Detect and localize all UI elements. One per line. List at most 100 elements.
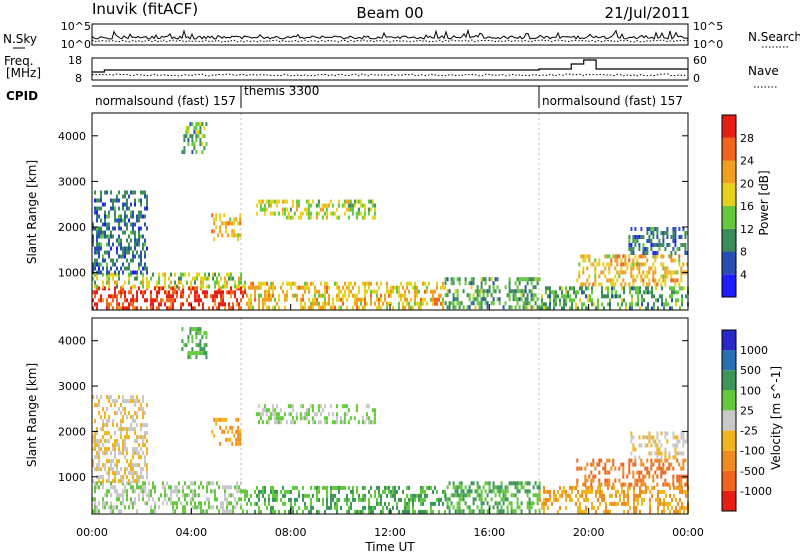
velocity-cell xyxy=(365,416,368,421)
velocity-cell xyxy=(599,485,601,490)
power-cell xyxy=(265,207,268,212)
power-cell xyxy=(305,211,308,216)
velocity-cell xyxy=(426,493,428,498)
velocity-cell xyxy=(226,509,228,514)
power-cell xyxy=(200,280,202,285)
power-cell xyxy=(120,306,122,311)
velocity-cell xyxy=(279,420,282,425)
velocity-cell xyxy=(500,509,503,514)
velocity-cell xyxy=(120,435,122,440)
power-cell xyxy=(246,293,248,298)
velocity-cell xyxy=(136,411,138,416)
power-cell xyxy=(252,305,254,310)
power-cell xyxy=(144,254,146,259)
velocity-cell xyxy=(140,485,142,490)
power-cell xyxy=(668,270,671,275)
velocity-cell xyxy=(270,505,272,510)
power-cell xyxy=(170,294,172,299)
power-cell xyxy=(112,202,114,207)
velocity-cell xyxy=(254,501,256,506)
power-cell xyxy=(321,215,324,220)
power-cell xyxy=(518,277,521,282)
power-cell xyxy=(674,282,677,287)
power-cell xyxy=(201,134,204,139)
velocity-cell xyxy=(100,481,102,486)
velocity-cell xyxy=(195,327,198,332)
power-cell xyxy=(134,242,136,247)
power-cell xyxy=(128,234,130,239)
velocity-cell xyxy=(112,467,114,472)
power-cell xyxy=(122,302,124,307)
velocity-cell xyxy=(94,497,96,502)
power-cell xyxy=(678,254,681,259)
velocity-cell xyxy=(312,493,314,498)
velocity-cell xyxy=(238,485,240,490)
velocity-cell xyxy=(242,489,244,494)
power-cell xyxy=(170,302,172,307)
velocity-colorbar-swatch xyxy=(722,490,736,511)
power-cell xyxy=(314,297,316,302)
power-cell xyxy=(329,211,332,216)
power-cell xyxy=(92,262,94,267)
power-cell xyxy=(318,305,320,310)
velocity-cell xyxy=(134,479,136,484)
velocity-cell xyxy=(274,489,276,494)
velocity-cell xyxy=(261,420,264,425)
power-cell xyxy=(136,270,138,275)
power-cell xyxy=(638,270,641,275)
power-cell xyxy=(470,301,473,306)
velocity-cell xyxy=(104,439,106,444)
velocity-cell xyxy=(611,493,613,498)
velocity-cell xyxy=(676,458,679,463)
power-cell xyxy=(522,289,525,294)
power-cell xyxy=(285,215,288,220)
power-cell xyxy=(314,293,316,298)
velocity-cell xyxy=(116,471,118,476)
velocity-cell xyxy=(322,485,324,490)
velocity-cell xyxy=(376,497,378,502)
velocity-cell xyxy=(290,501,292,506)
velocity-cell xyxy=(686,482,689,487)
velocity-cell xyxy=(189,351,192,356)
velocity-cell xyxy=(555,493,557,498)
velocity-cell xyxy=(378,493,380,498)
power-cell xyxy=(585,294,587,299)
velocity-cell xyxy=(203,331,206,336)
velocity-cell xyxy=(591,485,593,490)
velocity-cell xyxy=(652,474,655,479)
velocity-cell xyxy=(316,497,318,502)
power-cell xyxy=(561,286,563,291)
power-cell xyxy=(620,266,623,271)
velocity-cell xyxy=(152,485,154,490)
power-cell xyxy=(126,206,128,211)
velocity-cell xyxy=(184,509,186,514)
power-cell xyxy=(201,150,204,155)
velocity-cell xyxy=(130,471,132,476)
velocity-cell xyxy=(199,331,202,336)
power-cell xyxy=(644,251,647,255)
velocity-cell xyxy=(279,416,282,421)
power-cell xyxy=(332,301,334,306)
velocity-cell xyxy=(212,505,214,510)
velocity-cell xyxy=(106,493,108,498)
velocity-cell xyxy=(272,509,274,514)
power-cell xyxy=(359,211,362,216)
velocity-cell xyxy=(343,412,346,417)
power-cell xyxy=(555,294,557,299)
power-cell xyxy=(652,243,655,247)
power-cell xyxy=(126,238,128,243)
velocity-cell xyxy=(116,489,118,494)
velocity-colorbar-tick: -100 xyxy=(740,445,765,458)
power-cell xyxy=(466,293,469,298)
velocity-cell xyxy=(549,489,551,494)
power-cell xyxy=(176,290,178,295)
power-cell xyxy=(194,280,196,285)
power-cell xyxy=(158,286,160,291)
velocity-cell xyxy=(460,489,463,494)
velocity-cell xyxy=(488,481,491,486)
velocity-cell xyxy=(148,493,150,498)
power-cell xyxy=(575,290,577,295)
power-cell xyxy=(492,281,495,286)
velocity-cell xyxy=(456,489,459,494)
power-cell xyxy=(522,293,525,298)
